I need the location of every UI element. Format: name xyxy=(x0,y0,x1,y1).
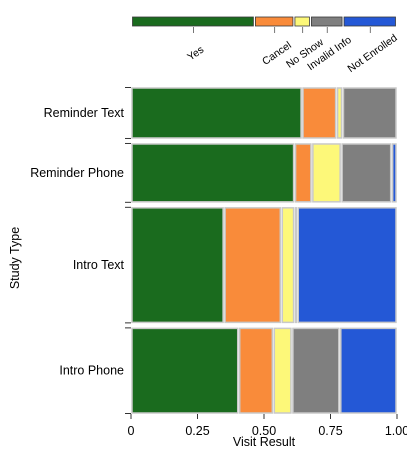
row-label-intro-text: Intro Text xyxy=(73,258,125,272)
legend-swatch-cancel xyxy=(255,16,294,27)
row-label-reminder-text: Reminder Text xyxy=(44,106,125,120)
row-labels: Reminder Text Reminder Phone Intro Text Int… xyxy=(30,87,131,414)
tile-reminder-phone-invalid-info xyxy=(341,143,392,203)
row-label-intro-phone: Intro Phone xyxy=(59,364,124,378)
tile-reminder-text-no-show xyxy=(336,87,343,139)
legend-swatch-yes xyxy=(132,16,254,27)
x-tick-label-1: 0.25 xyxy=(185,424,209,438)
tile-intro-phone-invalid-info xyxy=(292,327,340,414)
tile-reminder-phone-yes xyxy=(131,143,295,203)
x-tick-label-4: 1.00 xyxy=(385,424,407,438)
tile-reminder-text-cancel xyxy=(302,87,337,139)
tile-intro-phone-no-show xyxy=(273,327,292,414)
x-axis-title: Visit Result xyxy=(233,435,296,449)
tile-reminder-phone-no-show xyxy=(312,143,341,203)
tile-reminder-text-yes xyxy=(131,87,302,139)
x-tick-label-2: 0.50 xyxy=(252,424,276,438)
legend-swatch-no-show xyxy=(294,16,310,27)
x-axis: 0 0.25 0.50 0.75 1.00 xyxy=(128,414,407,438)
legend-swatch-invalid-info xyxy=(311,16,343,27)
x-tick-label-3: 0.75 xyxy=(318,424,342,438)
legend-label-not-enrolled: Not Enrolled xyxy=(345,32,399,75)
tile-intro-text-yes xyxy=(131,207,224,324)
tile-intro-text-not-enrolled xyxy=(297,207,397,324)
y-axis-title: Study Type xyxy=(8,227,22,289)
x-tick-label-0: 0 xyxy=(128,424,135,438)
tile-intro-phone-yes xyxy=(131,327,239,414)
tile-reminder-phone-not-enrolled xyxy=(391,143,397,203)
tile-intro-text-invalid-info xyxy=(294,207,297,324)
legend-swatch-not-enrolled xyxy=(343,16,396,27)
legend-label-yes: Yes xyxy=(185,44,206,64)
tile-intro-phone-cancel xyxy=(238,327,274,414)
tile-intro-phone-not-enrolled xyxy=(340,327,397,414)
tile-reminder-phone-cancel xyxy=(294,143,312,203)
plot-area xyxy=(131,87,397,414)
tile-intro-text-no-show xyxy=(281,207,295,324)
row-label-reminder-phone: Reminder Phone xyxy=(30,166,124,180)
tile-reminder-text-invalid-info xyxy=(342,87,397,139)
tile-intro-text-cancel xyxy=(224,207,282,324)
